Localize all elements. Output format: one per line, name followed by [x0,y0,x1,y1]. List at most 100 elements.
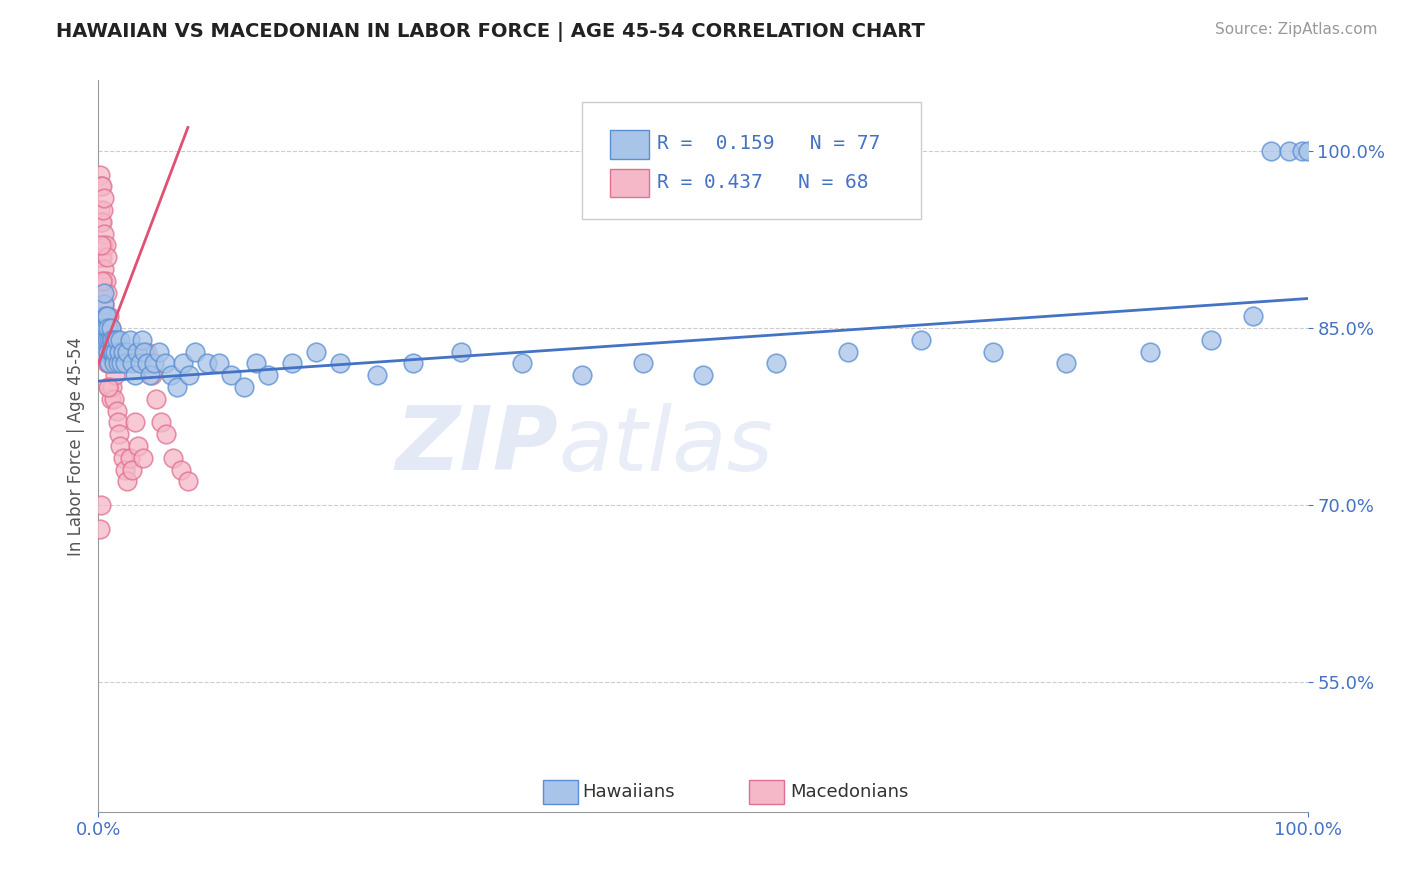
Point [90,179,112,194]
Point [93,191,115,205]
Point [141,368,163,383]
Point [221,368,243,383]
Point [124,368,146,383]
Point [100,356,122,370]
Point [127,344,149,359]
Point [256,368,278,383]
Point [148,344,170,359]
Point [765,356,787,370]
Point [110,356,132,370]
Point [93,285,115,300]
Point [93,227,115,241]
Point [89,168,111,182]
Text: R = 0.437   N = 68: R = 0.437 N = 68 [657,173,869,192]
Point [104,344,127,359]
Point [121,462,143,476]
Point [89,202,111,217]
Point [91,310,114,324]
Point [128,356,150,370]
Point [101,356,124,370]
Point [91,274,114,288]
Point [131,333,153,347]
Point [91,310,114,324]
Point [100,333,122,347]
Point [91,179,114,194]
Point [160,368,183,383]
Point [108,333,131,347]
Point [107,416,129,430]
Point [910,333,932,347]
Point [90,250,112,264]
Point [93,333,115,347]
Point [103,392,125,406]
Point [143,356,166,370]
Point [98,310,121,324]
Point [150,416,173,430]
Point [139,368,162,383]
Point [96,321,118,335]
Point [837,344,859,359]
Point [94,310,117,324]
Point [117,475,139,489]
Point [91,285,114,300]
Point [132,450,155,465]
Point [153,356,176,370]
Point [93,297,115,311]
FancyBboxPatch shape [610,169,648,197]
Point [166,380,188,394]
Point [208,356,231,370]
Point [91,321,114,335]
Point [232,380,254,394]
Point [91,215,114,229]
Point [305,344,328,359]
Point [91,344,114,359]
Point [100,333,122,347]
Point [135,344,157,359]
Point [114,462,136,476]
Point [101,344,124,359]
Point [98,356,121,370]
Point [96,344,118,359]
Text: Hawaiians: Hawaiians [582,783,675,801]
Point [97,356,120,370]
Point [1241,310,1264,324]
Point [571,368,593,383]
Text: Macedonians: Macedonians [790,783,908,801]
Point [100,321,122,335]
Text: ZIP: ZIP [395,402,558,490]
Text: HAWAIIAN VS MACEDONIAN IN LABOR FORCE | AGE 45-54 CORRELATION CHART: HAWAIIAN VS MACEDONIAN IN LABOR FORCE | … [56,22,925,42]
Text: Source: ZipAtlas.com: Source: ZipAtlas.com [1215,22,1378,37]
Point [1291,144,1313,158]
Point [98,356,121,370]
Point [135,356,157,370]
Point [90,333,112,347]
Point [981,344,1004,359]
FancyBboxPatch shape [543,780,578,805]
Point [103,333,125,347]
Point [91,202,114,217]
Point [329,356,352,370]
FancyBboxPatch shape [749,780,785,805]
Text: R =  0.159   N = 77: R = 0.159 N = 77 [657,135,880,153]
Point [114,356,136,370]
Point [93,297,115,311]
Point [692,368,714,383]
Point [96,250,118,264]
Point [96,356,118,370]
Point [94,238,117,252]
FancyBboxPatch shape [582,103,921,219]
Point [245,356,267,370]
Point [195,356,218,370]
Point [98,344,121,359]
Point [94,321,117,335]
Point [117,344,139,359]
Point [155,427,177,442]
Point [1296,144,1319,158]
Point [94,344,117,359]
Point [97,321,120,335]
Point [134,344,156,359]
Point [118,333,141,347]
Point [121,356,143,370]
Point [510,356,533,370]
Point [281,356,304,370]
